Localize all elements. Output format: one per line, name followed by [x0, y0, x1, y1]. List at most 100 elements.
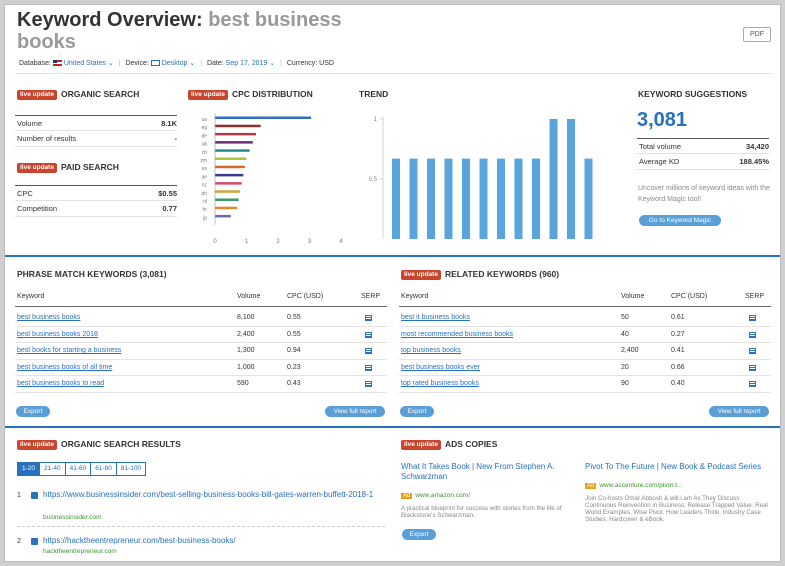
- keyword-link[interactable]: best business books 2018: [17, 330, 98, 338]
- keyword-link[interactable]: most recommended business books: [401, 330, 514, 338]
- monitor-icon: [150, 60, 160, 67]
- header-divider: [15, 73, 772, 74]
- ad-title[interactable]: Pivot To The Future | New Book & Podcast…: [585, 462, 762, 471]
- cpc-cell: 0.43: [287, 380, 301, 387]
- metric-value: 34,420: [746, 142, 769, 151]
- volume-cell: 40: [621, 330, 629, 338]
- serp-icon[interactable]: [749, 348, 756, 354]
- cpc-cell: 0.27: [671, 330, 685, 338]
- trend-bar: [409, 158, 418, 239]
- serp-icon[interactable]: [365, 364, 372, 371]
- trend-bar: [392, 158, 400, 239]
- trend-bar: [514, 158, 523, 239]
- result-divider: [17, 526, 385, 527]
- cpc-tick-label: 4: [339, 239, 343, 245]
- cpc-cell: 0.55: [287, 330, 301, 338]
- trend-bar: [497, 158, 505, 239]
- cpc-category-label: ph: [201, 191, 207, 197]
- metric-row: Total volume 34,420: [637, 138, 769, 154]
- keyword-magic-button[interactable]: Go to Keyword Magic: [639, 215, 721, 226]
- chevron-down-icon: ⌄: [267, 60, 276, 67]
- row-divider: [15, 358, 387, 360]
- result-url[interactable]: https://www.businessinsider.com/best-sel…: [43, 490, 374, 499]
- row-divider: [399, 391, 771, 393]
- metric-value: -: [174, 134, 178, 143]
- cpc-cell: 0.41: [671, 347, 685, 354]
- row-divider: [15, 375, 387, 376]
- keyword-link[interactable]: best business books ever: [401, 363, 480, 371]
- page-title: Keyword Overview: best business books: [17, 9, 357, 53]
- ad-title[interactable]: What It Takes Book | New From Stephen A.…: [401, 462, 555, 481]
- section-divider: [5, 426, 780, 428]
- serp-icon[interactable]: [365, 381, 372, 387]
- keyword-link[interactable]: top business books: [401, 347, 461, 354]
- ad-badge: Ad: [585, 483, 597, 489]
- page-tab[interactable]: 81-100: [115, 462, 147, 476]
- header-rule: [15, 306, 387, 307]
- serp-icon[interactable]: [749, 381, 756, 387]
- metric-row: Number of results -: [15, 131, 177, 147]
- live-update-badge: live update: [401, 269, 441, 280]
- keyword-link[interactable]: best business books of all time: [17, 363, 113, 371]
- volume-cell: 1,000: [237, 363, 255, 371]
- cpc-distribution-title: CPC DISTRIBUTION: [231, 89, 313, 99]
- keyword-link[interactable]: top rated business books: [401, 380, 479, 387]
- row-divider: [399, 375, 771, 376]
- cpc-cell: 0.40: [671, 380, 685, 387]
- metric-label: Number of results: [17, 134, 77, 143]
- volume-cell: 590: [237, 380, 249, 387]
- serp-icon[interactable]: [749, 331, 756, 338]
- trend-bar: [427, 158, 435, 239]
- column-header: SERP: [361, 293, 381, 300]
- export-button[interactable]: Export: [16, 406, 50, 417]
- serp-icon[interactable]: [749, 364, 756, 371]
- page-tab[interactable]: 21-40: [39, 462, 66, 476]
- volume-cell: 2,400: [237, 330, 255, 338]
- export-button[interactable]: Export: [402, 529, 436, 540]
- pdf-button[interactable]: PDF: [743, 27, 771, 42]
- chevron-down-icon: ⌄: [187, 60, 196, 67]
- result-url[interactable]: https://hacktheentrepreneur.com/best-bus…: [43, 536, 236, 545]
- cpc-tick-label: 3: [308, 239, 312, 245]
- keyword-overview-page: Keyword Overview: best business books PD…: [4, 4, 781, 562]
- external-link-icon[interactable]: [31, 538, 38, 545]
- export-button[interactable]: Export: [400, 406, 434, 417]
- volume-cell: 8,100: [237, 314, 255, 321]
- cpc-category-label: zm: [200, 158, 207, 164]
- related-keywords-heading: live update RELATED KEYWORDS (960): [401, 269, 559, 280]
- filters-bar: Database: United States ⌄ | Device: Desk…: [19, 60, 334, 67]
- organic-metrics: Volume 8.1K Number of results -: [15, 115, 177, 147]
- cpc-bar: [215, 165, 245, 169]
- keyword-link[interactable]: best books for starting a business: [17, 347, 122, 354]
- cpc-bar: [215, 157, 247, 160]
- cpc-bar: [215, 182, 242, 185]
- page-tab[interactable]: 41-60: [64, 462, 92, 476]
- view-full-report-button[interactable]: View full report: [325, 406, 385, 417]
- view-full-report-button[interactable]: View full report: [709, 406, 769, 417]
- keyword-link[interactable]: best business books to read: [17, 380, 105, 387]
- keyword-link[interactable]: best business books: [17, 314, 81, 321]
- page-tab[interactable]: 1-20: [17, 462, 41, 476]
- metric-row: Volume 8.1K: [15, 115, 177, 131]
- serp-icon[interactable]: [365, 315, 372, 321]
- result-domain: hacktheentrepreneur.com: [43, 548, 117, 555]
- trend-bar: [567, 119, 575, 239]
- cpc-bar: [215, 149, 250, 152]
- device-select[interactable]: Desktop: [161, 60, 188, 67]
- organic-search-title: ORGANIC SEARCH: [60, 89, 140, 99]
- trend-bar: [584, 158, 593, 239]
- cpc-cell: 0.66: [671, 363, 685, 371]
- keyword-link[interactable]: best it business books: [401, 314, 470, 321]
- external-link-icon[interactable]: [31, 492, 38, 499]
- phrase-match-title: PHRASE MATCH KEYWORDS (3,081): [17, 269, 167, 279]
- serp-icon[interactable]: [365, 348, 372, 354]
- serp-icon[interactable]: [365, 331, 372, 338]
- suggestions-metrics: Total volume 34,420 Average KD 188.45%: [637, 138, 769, 170]
- ad-description: A practical blueprint for success with s…: [401, 505, 562, 519]
- database-select[interactable]: United States: [63, 60, 106, 67]
- serp-icon[interactable]: [749, 315, 756, 321]
- suggestions-text: Uncover millions of keyword ideas with t…: [638, 185, 770, 203]
- date-select[interactable]: Sep 17, 2019: [225, 60, 268, 67]
- page-tab[interactable]: 61-80: [90, 462, 117, 476]
- row-divider: [15, 391, 387, 393]
